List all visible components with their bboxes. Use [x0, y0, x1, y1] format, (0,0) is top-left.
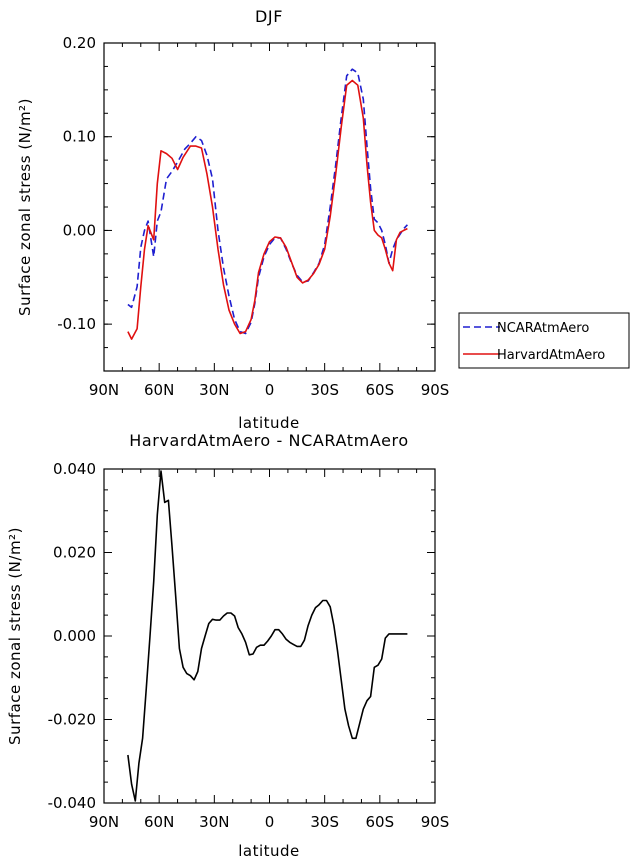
legend-label-harvard: HarvardAtmAero [497, 348, 605, 363]
chart1-legend: NCARAtmAero HarvardAtmAero [458, 312, 630, 369]
chart2-ylabel: Surface zonal stress (N/m²) [6, 527, 24, 745]
chart1-ytick-label: 0.20 [63, 34, 96, 52]
chart1-ytick-label: -0.10 [57, 315, 96, 333]
chart1-xtick-label: 90N [89, 381, 119, 399]
chart1-title: DJF [255, 7, 283, 26]
chart1-xtick-label: 30N [199, 381, 229, 399]
chart1-xtick-label: 60S [366, 381, 395, 399]
chart2-xtick-label: 30S [310, 813, 339, 831]
chart2-xtick-label: 90S [421, 813, 450, 831]
chart2-ytick-label: -0.040 [48, 794, 96, 812]
chart2-title: HarvardAtmAero - NCARAtmAero [129, 431, 409, 450]
chart2-xtick-label: 30N [199, 813, 229, 831]
chart1-xtick-label: 0 [265, 381, 275, 399]
chart1-ytick-label: 0.00 [63, 221, 96, 239]
legend-label-ncar: NCARAtmAero [497, 321, 589, 336]
chart1-series-harvardatmaero-line [127, 79, 408, 340]
chart1-xtick-label: 90S [421, 381, 450, 399]
chart2-ytick-label: 0.020 [53, 544, 96, 562]
chart2-series-difference-line [127, 470, 408, 802]
chart1-series-ncaratmaero-line [127, 68, 408, 335]
chart1-xlabel: latitude [238, 414, 300, 432]
legend-box [458, 312, 630, 369]
chart1-plot-frame [103, 42, 436, 372]
chart2-xlabel: latitude [238, 842, 300, 860]
chart1-xtick-label: 60N [144, 381, 174, 399]
chart2-xtick-label: 0 [265, 813, 275, 831]
chart1-ytick-label: 0.10 [63, 128, 96, 146]
chart2-xtick-label: 60N [144, 813, 174, 831]
chart2-plot-frame [103, 468, 436, 804]
chart2-xtick-label: 90N [89, 813, 119, 831]
chart1-xtick-label: 30S [310, 381, 339, 399]
chart2-ytick-label: -0.020 [48, 711, 96, 729]
chart2-ytick-label: 0.000 [53, 627, 96, 645]
chart2-xtick-label: 60S [366, 813, 395, 831]
chart2-ytick-label: 0.040 [53, 460, 96, 478]
chart1-ylabel: Surface zonal stress (N/m²) [16, 98, 34, 316]
